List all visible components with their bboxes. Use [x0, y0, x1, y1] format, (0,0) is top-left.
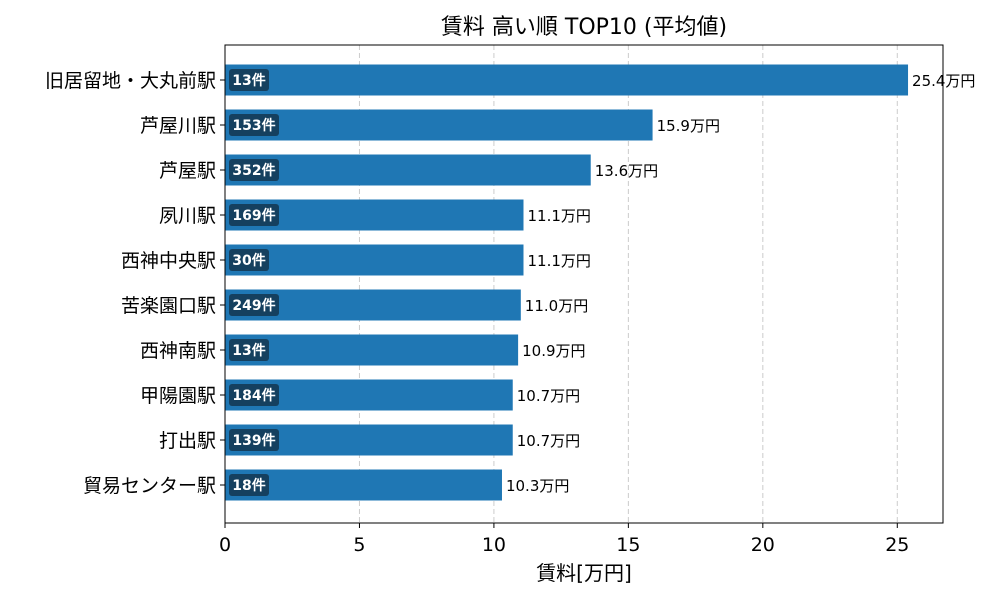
- category-label: 旧居留地・大丸前駅: [45, 70, 216, 92]
- count-badge: [229, 474, 269, 496]
- bar: [225, 109, 653, 141]
- count-badge: [229, 384, 279, 406]
- x-axis: 0 5 10 15 20 25: [219, 79, 909, 556]
- value-label: 25.4万円: [912, 72, 975, 90]
- count-label: 184件: [232, 387, 275, 404]
- bar: [225, 154, 591, 186]
- value-label: 10.3万円: [506, 477, 569, 495]
- bar: [225, 64, 909, 96]
- count-label: 249件: [232, 297, 275, 314]
- count-label: 13件: [232, 72, 265, 89]
- value-label: 10.7万円: [517, 387, 580, 405]
- count-label: 153件: [232, 117, 275, 134]
- value-label: 10.9万円: [522, 342, 585, 360]
- x-axis-label: 賃料[万円]: [536, 561, 632, 585]
- category-label: 苦楽園口駅: [121, 295, 216, 317]
- count-label: 352件: [232, 162, 275, 179]
- bar: [225, 244, 524, 276]
- value-label: 11.1万円: [527, 252, 590, 270]
- count-label: 30件: [232, 252, 265, 269]
- value-label: 10.7万円: [517, 432, 580, 450]
- count-label: 13件: [232, 342, 265, 359]
- value-label: 11.1万円: [527, 207, 590, 225]
- category-label: 芦屋川駅: [140, 115, 216, 137]
- bar: [225, 469, 502, 501]
- x-tick-label: 0: [219, 534, 231, 556]
- count-badge: [229, 249, 269, 271]
- category-label: 芦屋駅: [159, 160, 216, 182]
- count-label: 169件: [232, 207, 275, 224]
- category-label: 夙川駅: [159, 205, 216, 227]
- count-badge: [229, 429, 279, 451]
- count-badge: [229, 339, 269, 361]
- x-tick-label: 10: [482, 534, 506, 556]
- x-tick-label: 15: [616, 534, 640, 556]
- bar: [225, 334, 519, 366]
- x-tick-label: 5: [353, 534, 365, 556]
- value-label: 15.9万円: [657, 117, 720, 135]
- category-label: 甲陽園駅: [140, 385, 216, 407]
- value-label: 11.0万円: [525, 297, 588, 315]
- value-label: 13.6万円: [595, 162, 658, 180]
- count-label: 18件: [232, 477, 265, 494]
- count-badge: [229, 159, 279, 181]
- category-label: 貿易センター駅: [83, 475, 216, 497]
- x-tick-label: 20: [751, 534, 775, 556]
- plot-frame: [224, 44, 944, 524]
- count-badge: [229, 69, 269, 91]
- category-label: 西神南駅: [140, 340, 216, 362]
- count-badge: [229, 294, 279, 316]
- count-badge: [229, 204, 279, 226]
- chart-title: 賃料 高い順 TOP10 (平均値): [441, 15, 727, 40]
- category-label: 西神中央駅: [121, 250, 216, 272]
- count-label: 139件: [232, 432, 275, 449]
- category-label: 打出駅: [159, 430, 216, 452]
- count-badge: [229, 114, 279, 136]
- x-tick-label: 25: [885, 534, 909, 556]
